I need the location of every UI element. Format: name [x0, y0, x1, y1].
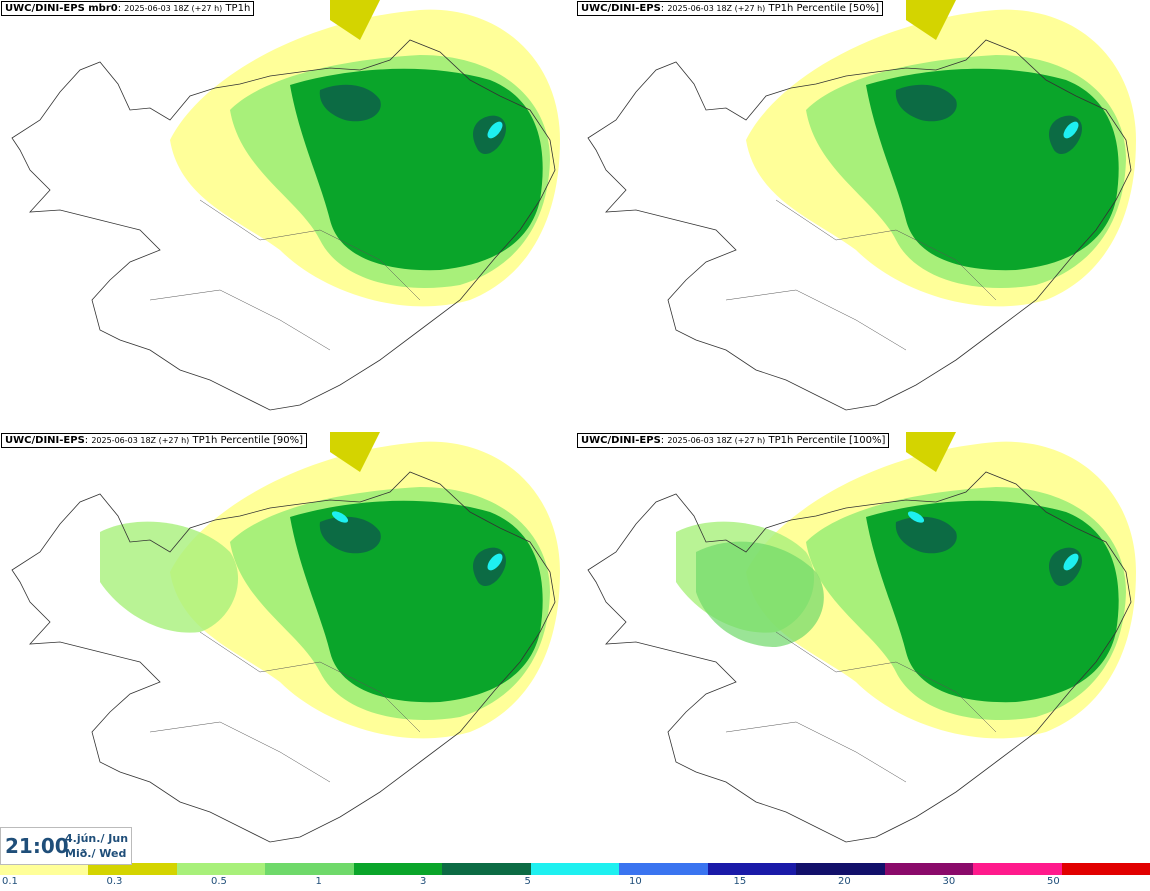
precip-area	[330, 432, 380, 472]
road-lines	[149, 631, 421, 783]
precip-map	[587, 432, 1136, 843]
coastline	[587, 39, 1132, 411]
precip-area	[319, 516, 381, 554]
precip-map	[11, 432, 560, 843]
colorbar-swatch	[796, 863, 885, 875]
colorbar-swatch	[530, 863, 620, 875]
colorbar-swatch	[1061, 863, 1150, 875]
colorbar-swatch	[442, 863, 531, 875]
precip-map	[587, 0, 1136, 411]
precip-area	[696, 541, 824, 647]
colorbar-label: 1	[315, 876, 322, 887]
precip-area	[331, 511, 349, 523]
colorbar-label: 10	[629, 876, 642, 887]
precip-colorbar	[0, 863, 1150, 875]
map-panel-p50: UWC/DINI-EPS: 2025-06-03 18Z (+27 h) TP1…	[576, 0, 1150, 430]
coastline	[11, 471, 556, 843]
coastline	[587, 471, 1132, 843]
precip-area	[907, 511, 925, 523]
colorbar-label: 3	[420, 876, 427, 887]
colorbar-label: 5	[524, 876, 531, 887]
colorbar-label: 0.5	[211, 876, 227, 887]
map-panel-p100: UWC/DINI-EPS: 2025-06-03 18Z (+27 h) TP1…	[576, 432, 1150, 862]
colorbar-swatch	[353, 863, 443, 875]
precip-area	[895, 516, 957, 554]
colorbar-label: 15	[733, 876, 747, 887]
precip-area	[906, 432, 956, 472]
colorbar-swatch	[973, 863, 1062, 875]
precip-area	[895, 84, 957, 122]
colorbar-labels: 0.1 0.3 0.5 1 3 5 10 15 20 30 50	[0, 876, 1150, 890]
colorbar-label: 20	[838, 876, 851, 887]
colorbar-label: 30	[942, 876, 956, 887]
panel-title: UWC/DINI-EPS: 2025-06-03 18Z (+27 h) TP1…	[1, 433, 308, 448]
precip-area	[1063, 121, 1079, 139]
colorbar-swatch	[619, 863, 708, 875]
valid-time: 21:00	[5, 834, 69, 858]
map-panel-mbr0: UWC/DINI-EPS mbr0: 2025-06-03 18Z (+27 h…	[0, 0, 574, 430]
road-lines	[725, 199, 997, 351]
colorbar-swatch	[176, 863, 266, 875]
road-lines	[149, 199, 421, 351]
road-lines	[725, 631, 997, 783]
colorbar-label: 50	[1047, 876, 1060, 887]
panel-title: UWC/DINI-EPS: 2025-06-03 18Z (+27 h) TP1…	[577, 433, 890, 448]
precip-area	[100, 521, 239, 633]
colorbar-swatch	[88, 863, 177, 875]
colorbar-swatch	[707, 863, 797, 875]
precip-area	[906, 0, 956, 40]
panel-title: UWC/DINI-EPS: 2025-06-03 18Z (+27 h) TP1…	[577, 1, 884, 16]
colorbar-swatch	[0, 863, 89, 875]
valid-weekday: Mið./ Wed	[65, 847, 127, 860]
panel-title: UWC/DINI-EPS mbr0: 2025-06-03 18Z (+27 h…	[1, 1, 255, 16]
precip-area	[319, 84, 381, 122]
colorbar-swatch	[884, 863, 974, 875]
precip-area	[330, 0, 380, 40]
precip-area	[1063, 553, 1079, 571]
precip-map	[11, 0, 560, 411]
colorbar-label: 0.1	[2, 876, 18, 887]
colorbar-label: 0.3	[106, 876, 123, 887]
valid-date: 4.jún./ Jun	[65, 832, 129, 845]
precip-area	[487, 121, 503, 139]
coastline	[11, 39, 556, 411]
precip-area	[487, 553, 503, 571]
colorbar-swatch	[265, 863, 354, 875]
valid-time-box: 21:00 4.jún./ Jun Mið./ Wed	[0, 827, 132, 865]
map-panel-p90: UWC/DINI-EPS: 2025-06-03 18Z (+27 h) TP1…	[0, 432, 574, 862]
